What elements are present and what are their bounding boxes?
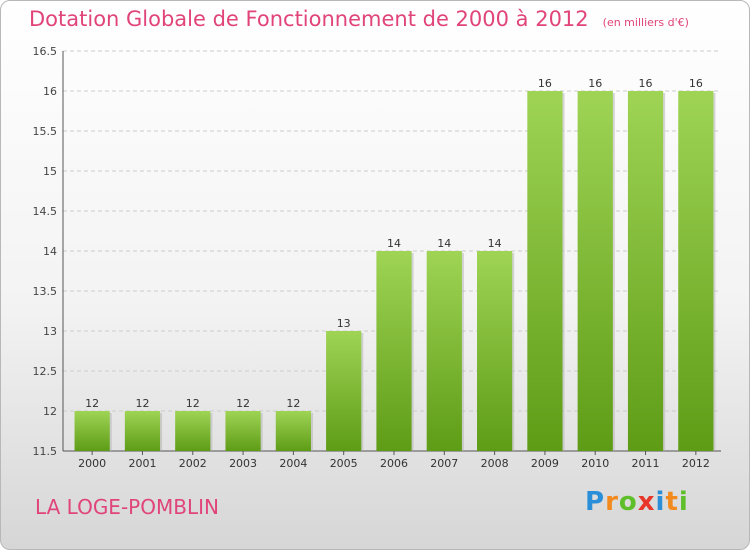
bar-value-label: 12 bbox=[186, 397, 200, 410]
bar-2012 bbox=[678, 91, 714, 451]
logo-letter: x bbox=[637, 487, 656, 517]
x-tick-label: 2003 bbox=[229, 457, 257, 470]
bar-2007 bbox=[426, 251, 462, 451]
y-tick-label: 11.5 bbox=[33, 445, 58, 458]
bar-2000 bbox=[74, 411, 110, 451]
x-tick-label: 2007 bbox=[430, 457, 458, 470]
bar-value-label: 16 bbox=[588, 77, 602, 90]
bar-2005 bbox=[326, 331, 362, 451]
town-name: LA LOGE-POMBLIN bbox=[35, 495, 219, 519]
x-tick-label: 2002 bbox=[179, 457, 207, 470]
bar-2009 bbox=[527, 91, 563, 451]
logo-letter: i bbox=[678, 487, 689, 517]
chart-title-block: Dotation Globale de Fonctionnement de 20… bbox=[29, 7, 689, 31]
bar-value-label: 12 bbox=[286, 397, 300, 410]
bar-value-label: 12 bbox=[85, 397, 99, 410]
bar-2002 bbox=[175, 411, 211, 451]
logo-letter: o bbox=[618, 487, 638, 517]
y-tick-label: 13.5 bbox=[33, 285, 58, 298]
bar-value-label: 13 bbox=[337, 317, 351, 330]
x-tick-label: 2006 bbox=[380, 457, 408, 470]
bar-2006 bbox=[376, 251, 412, 451]
bar-value-label: 14 bbox=[488, 237, 502, 250]
y-tick-label: 13 bbox=[43, 325, 57, 338]
bar-2003 bbox=[225, 411, 261, 451]
bar-2008 bbox=[477, 251, 513, 451]
bar-value-label: 16 bbox=[689, 77, 703, 90]
x-tick-label: 2004 bbox=[279, 457, 307, 470]
logo-letter: P bbox=[585, 487, 606, 517]
y-tick-label: 16 bbox=[43, 85, 57, 98]
bar-value-label: 14 bbox=[437, 237, 451, 250]
bar-value-label: 12 bbox=[236, 397, 250, 410]
bar-2001 bbox=[124, 411, 161, 451]
x-tick-label: 2008 bbox=[481, 457, 509, 470]
bars bbox=[74, 91, 716, 451]
bar-value-label: 16 bbox=[538, 77, 552, 90]
bar-2004 bbox=[275, 411, 311, 451]
y-tick-label: 16.5 bbox=[33, 45, 58, 58]
unit-note: (en milliers d'€) bbox=[602, 16, 689, 29]
labels: 11.5 12 12.5 13 13.5 14 14.5 15 15.5 16 16.5 12 2000… bbox=[33, 45, 710, 470]
y-tick-label: 12.5 bbox=[33, 365, 58, 378]
x-tick-label: 2001 bbox=[128, 457, 156, 470]
x-tick-label: 2005 bbox=[330, 457, 358, 470]
bar-2010 bbox=[577, 91, 613, 451]
x-tick-label: 2000 bbox=[78, 457, 106, 470]
bar-value-label: 14 bbox=[387, 237, 401, 250]
bar-value-label: 16 bbox=[639, 77, 653, 90]
x-tick-label: 2010 bbox=[581, 457, 609, 470]
y-tick-label: 14.5 bbox=[33, 205, 58, 218]
logo-letter: r bbox=[605, 487, 619, 517]
x-tick-label: 2012 bbox=[682, 457, 710, 470]
y-tick-label: 15 bbox=[43, 165, 57, 178]
bar-value-label: 12 bbox=[135, 397, 149, 410]
logo-letter: i bbox=[655, 487, 666, 517]
y-tick-label: 15.5 bbox=[33, 125, 58, 138]
proxiti-logo[interactable]: Proxiti bbox=[585, 487, 689, 517]
x-tick-label: 2011 bbox=[632, 457, 660, 470]
y-tick-label: 12 bbox=[43, 405, 57, 418]
x-tick-label: 2009 bbox=[531, 457, 559, 470]
chart-title: Dotation Globale de Fonctionnement de 20… bbox=[29, 7, 589, 31]
y-tick-label: 14 bbox=[43, 245, 57, 258]
logo-letter: t bbox=[665, 487, 679, 517]
bar-2011 bbox=[627, 91, 664, 451]
